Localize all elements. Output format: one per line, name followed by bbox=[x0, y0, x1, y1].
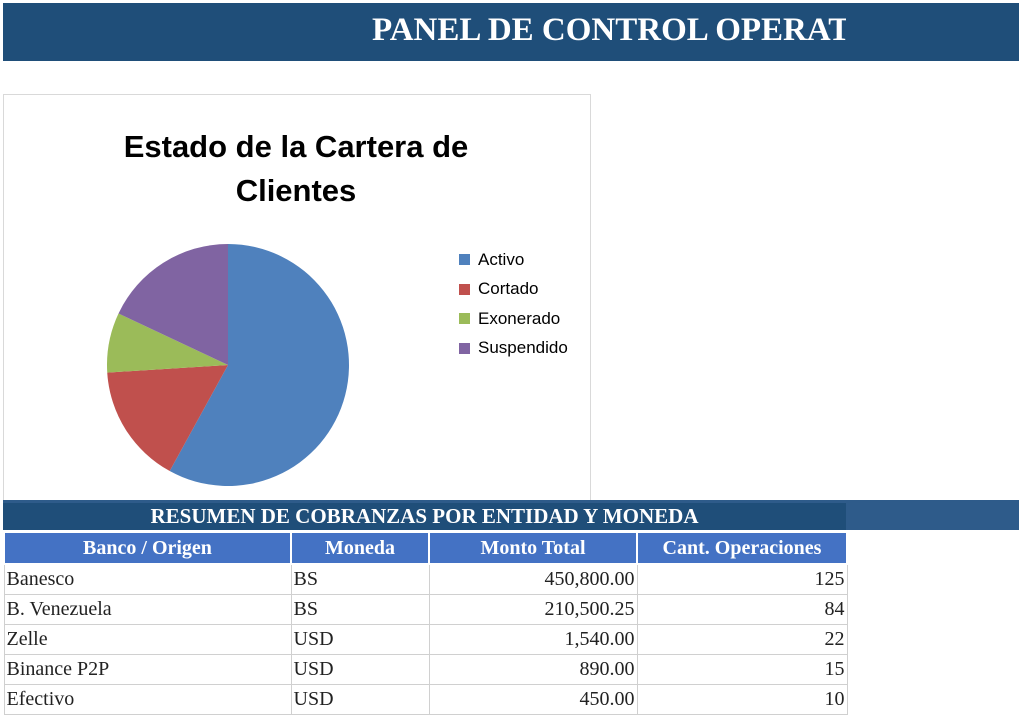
legend-swatch bbox=[459, 313, 470, 325]
table-cell: 210,500.25 bbox=[428, 594, 638, 625]
chart-title-line-1: Estado de la Cartera de bbox=[123, 129, 469, 164]
chart-title: Estado de la Cartera de Clientes bbox=[86, 125, 506, 213]
chart-title-line-2: Clientes bbox=[235, 173, 357, 208]
table-cell: 10 bbox=[636, 684, 848, 715]
table-cell: 450,800.00 bbox=[428, 563, 638, 595]
table-cell: Binance P2P bbox=[3, 654, 292, 685]
table-cell: B. Venezuela bbox=[3, 594, 292, 625]
table-cell: Efectivo bbox=[3, 684, 292, 715]
summary-title: RESUMEN DE COBRANZAS POR ENTIDAD Y MONED… bbox=[3, 503, 846, 530]
table-cell: USD bbox=[290, 624, 430, 655]
table-row: Efectivo USD 450.00 10 bbox=[3, 684, 848, 715]
column-header[interactable]: Cant. Operaciones bbox=[636, 531, 848, 565]
legend-swatch bbox=[459, 283, 470, 295]
legend-label: Suspendido bbox=[478, 338, 568, 358]
table-cell: 22 bbox=[636, 624, 848, 655]
pie-chart[interactable]: Estado de la Cartera de Clientes Activo C… bbox=[3, 94, 591, 504]
pie-slice-suspendido[interactable] bbox=[118, 244, 228, 365]
legend-swatch bbox=[459, 254, 470, 266]
legend-label: Exonerado bbox=[478, 308, 561, 328]
page-title: PANEL DE CONTROL OPERATIVO bbox=[372, 12, 846, 48]
table-cell: 450.00 bbox=[428, 684, 638, 715]
header-band bbox=[3, 3, 1019, 61]
column-header[interactable]: Moneda bbox=[290, 531, 430, 565]
table-cell: BS bbox=[290, 563, 430, 595]
legend-item-suspendido: Suspendido bbox=[459, 334, 568, 364]
table-cell: 890.00 bbox=[428, 654, 638, 685]
table-cell: BS bbox=[290, 594, 430, 625]
table-cell: 84 bbox=[636, 594, 848, 625]
column-header[interactable]: Banco / Origen bbox=[3, 531, 292, 565]
table-cell: 1,540.00 bbox=[428, 624, 638, 655]
table-row: Binance P2P USD 890.00 15 bbox=[3, 654, 848, 685]
table-cell: USD bbox=[290, 684, 430, 715]
legend-item-cortado: Cortado bbox=[459, 275, 568, 305]
chart-legend: Activo Cortado Exonerado Suspendido bbox=[459, 245, 568, 363]
table-cell: 125 bbox=[636, 563, 848, 595]
legend-swatch bbox=[459, 342, 470, 354]
table-cell: Banesco bbox=[3, 563, 292, 595]
table-row: B. Venezuela BS 210,500.25 84 bbox=[3, 594, 848, 625]
header-clip: PANEL DE CONTROL OPERATIVO bbox=[3, 3, 846, 61]
legend-label: Activo bbox=[478, 249, 525, 269]
table-row: Zelle USD 1,540.00 22 bbox=[3, 624, 848, 655]
table-cell: 15 bbox=[636, 654, 848, 685]
legend-item-exonerado: Exonerado bbox=[459, 304, 568, 334]
table-row: Banesco BS 450,800.00 125 bbox=[3, 563, 848, 595]
table-cell: Zelle bbox=[3, 624, 292, 655]
pie-plot bbox=[107, 244, 349, 486]
table-header-row: Banco / Origen Moneda Monto Total Cant. Ope… bbox=[3, 531, 848, 565]
pie-slice-cortado[interactable] bbox=[107, 365, 228, 472]
pie-slice-exonerado[interactable] bbox=[107, 313, 228, 373]
collections-table: Banco / Origen Moneda Monto Total Cant. Ope… bbox=[3, 531, 848, 715]
pie-slice-activo[interactable] bbox=[169, 244, 349, 486]
legend-item-activo: Activo bbox=[459, 245, 568, 275]
legend-label: Cortado bbox=[478, 279, 539, 299]
column-header[interactable]: Monto Total bbox=[428, 531, 638, 565]
table-cell: USD bbox=[290, 654, 430, 685]
